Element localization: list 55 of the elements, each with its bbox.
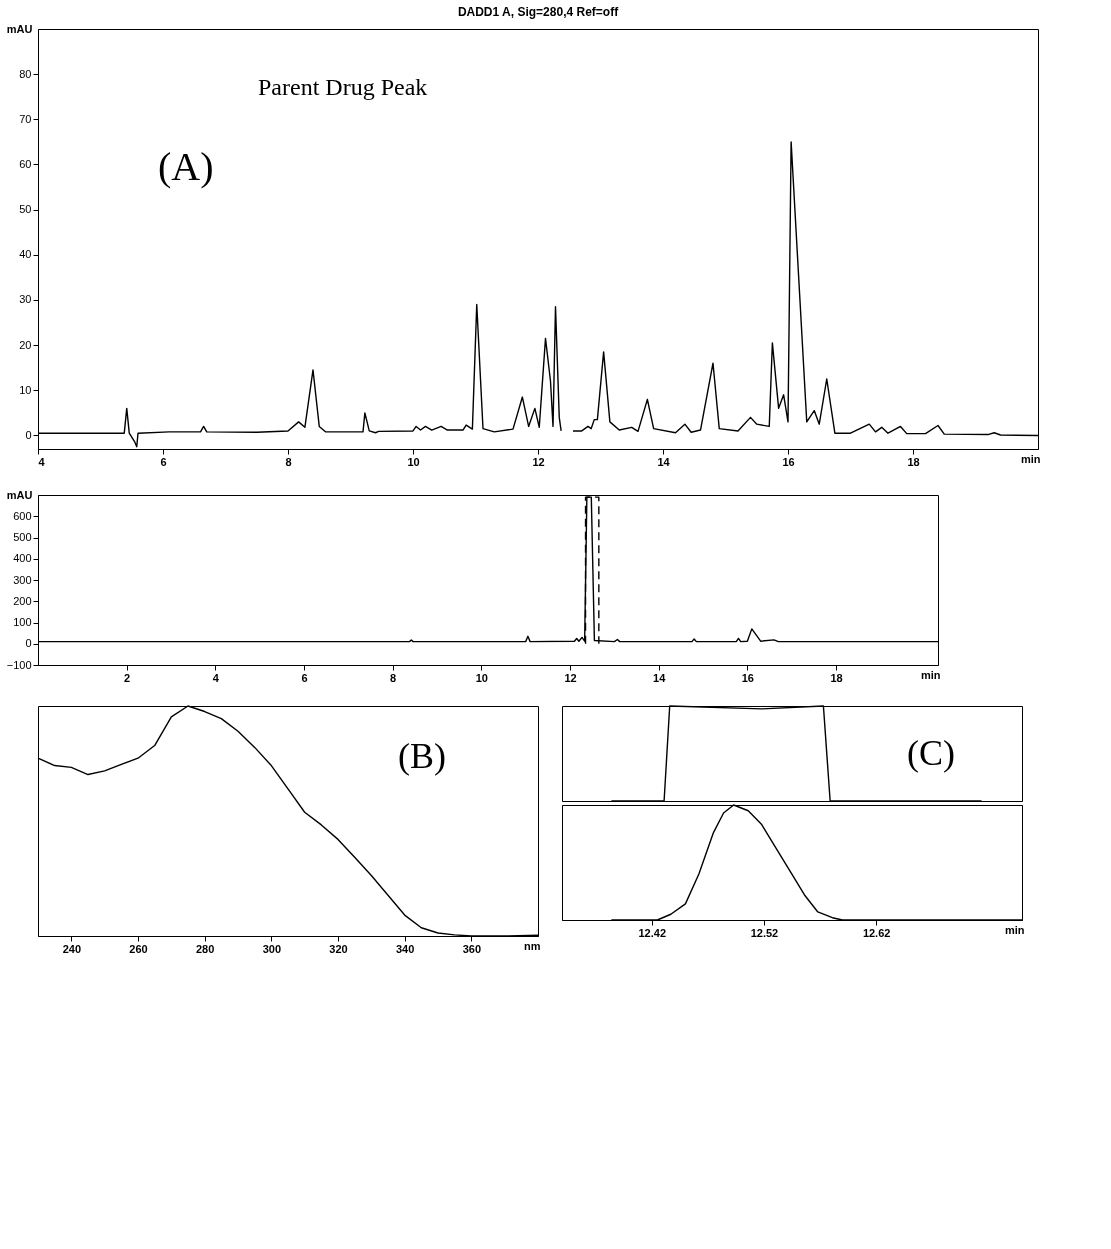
annotation: (C) [907,732,955,773]
y-tick-label: 400 [13,552,32,565]
y-axis-title: mAU [6,22,33,35]
x-tick-label: 12 [564,671,577,684]
annotation: (B) [398,735,446,776]
x-tick-label: 18 [830,671,843,684]
y-tick-label: −100 [6,658,32,671]
y-tick-label: 80 [19,67,32,80]
y-tick-label: 200 [13,594,32,607]
x-tick-label: 10 [407,455,420,468]
x-tick-label: 12 [532,455,545,468]
y-axis-title: mAU [6,488,33,501]
chart-title: DADD1 A, Sig=280,4 Ref=off [457,5,620,19]
x-tick-label: 16 [782,455,795,468]
x-tick-label: 14 [657,455,671,468]
annotation: (A) [158,143,214,189]
x-tick-label: 260 [129,942,148,955]
y-tick-label: 40 [19,248,32,261]
y-tick-label: 0 [25,428,32,441]
x-tick-label: 340 [395,942,415,955]
x-tick-label: 14 [653,671,667,684]
x-tick-label: 320 [329,942,348,955]
x-tick-label: 18 [907,455,920,468]
x-tick-label: 4 [212,671,220,684]
x-tick-label: 8 [285,455,292,468]
x-tick-label: 360 [462,942,482,955]
x-tick-label: 240 [62,942,82,955]
x-tick-label: 16 [741,671,754,684]
x-axis-title: nm [524,939,541,952]
y-tick-label: 500 [13,531,32,543]
x-tick-label: 6 [160,455,167,468]
y-tick-label: 60 [19,157,32,170]
x-tick-label: 2 [124,671,131,684]
y-tick-label: 20 [19,338,32,351]
y-tick-label: 70 [19,112,32,125]
y-tick-label: 600 [13,509,32,522]
x-tick-label: 8 [390,671,397,684]
y-tick-label: 100 [13,616,32,628]
x-axis-title: min [1004,923,1025,936]
x-axis-title: min [1020,452,1041,465]
x-tick-label: 12.42 [638,926,667,939]
x-tick-label: 4 [38,455,46,468]
y-tick-label: 10 [19,383,32,396]
y-tick-label: 30 [19,293,32,306]
x-tick-label: 12.62 [862,926,891,939]
x-tick-label: 10 [475,671,488,684]
x-tick-label: 12.52 [750,926,779,939]
x-tick-label: 6 [301,671,308,684]
y-tick-label: 50 [19,203,32,216]
x-tick-label: 300 [262,942,282,955]
y-tick-label: 0 [25,637,32,650]
x-tick-label: 280 [195,942,215,955]
x-axis-title: min [920,668,941,681]
y-tick-label: 300 [13,573,32,586]
annotation: Parent Drug Peak [258,73,428,100]
